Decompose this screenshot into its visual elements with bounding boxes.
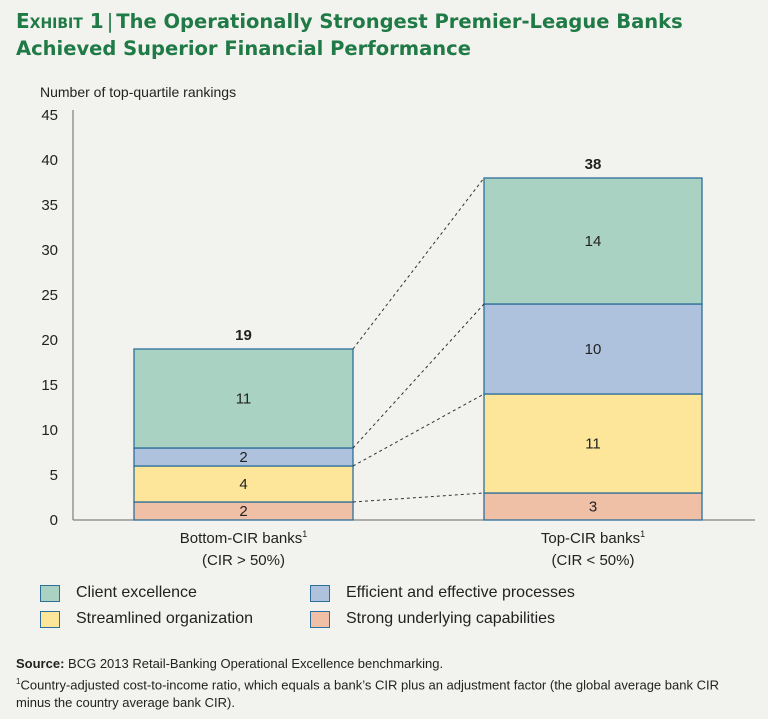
legend-swatch-organization [40,610,60,628]
y-axis-title: Number of top-quartile rankings [40,84,236,100]
x-category-sublabel: (CIR < 50%) [552,552,635,569]
source-notes: Source: BCG 2013 Retail-Banking Operatio… [16,655,756,712]
title-separator: | [106,10,114,33]
segment-value-label: 14 [585,233,602,250]
legend-item-organization: Streamlined organization [40,610,253,628]
legend-label-processes: Efficient and effective processes [346,584,575,601]
bar-segment-organization [483,393,703,494]
connector-line [352,393,485,467]
legend-swatch-capabilities [310,610,330,628]
bar-segment-processes [483,303,703,395]
segment-value-label: 3 [589,499,597,516]
y-tick-label: 35 [41,197,58,214]
source-text: BCG 2013 Retail-Banking Operational Exce… [68,656,444,671]
x-category-label: Bottom-CIR banks1 [180,529,308,547]
connector-line [352,177,485,350]
legend-swatch-processes [310,584,330,602]
y-tick-label: 25 [41,287,58,304]
chart-legend: Client excellence Efficient and effectiv… [40,584,740,632]
x-category-sublabel: (CIR > 50%) [202,552,285,569]
segment-value-label: 11 [585,436,601,453]
segment-value-label: 2 [239,449,247,466]
connector-line [352,492,485,503]
bar-segment-capabilities [483,492,703,521]
bar-segment-client [483,177,703,305]
y-tick-label: 40 [41,152,58,169]
bar-total-label: 19 [235,327,252,344]
exhibit-title: Exhibit 1 | The Operationally Strongest Pr… [16,8,756,62]
legend-label-client: Client excellence [76,584,197,601]
footnote-line: 1Country-adjusted cost-to-income ratio, … [16,673,756,712]
segment-value-label: 2 [239,503,247,520]
y-tick-label: 5 [50,467,58,484]
legend-label-organization: Streamlined organization [76,610,253,627]
legend-item-client: Client excellence [40,584,197,602]
y-tick-label: 20 [41,332,58,349]
y-tick-label: 45 [41,107,58,124]
legend-item-capabilities: Strong underlying capabilities [310,610,555,628]
y-tick-label: 15 [41,377,58,394]
legend-item-processes: Efficient and effective processes [310,584,575,602]
connector-line [352,303,485,449]
y-tick-label: 0 [50,512,58,529]
footnote-mark: 1 [16,677,21,686]
legend-swatch-client [40,584,60,602]
bar-segment-organization [133,465,354,503]
segment-value-label: 10 [585,341,602,358]
exhibit-number: Exhibit 1 [16,9,104,33]
source-line: Source: BCG 2013 Retail-Banking Operatio… [16,655,756,673]
legend-label-capabilities: Strong underlying capabilities [346,610,556,627]
segment-value-label: 4 [239,476,247,493]
y-tick-label: 10 [41,422,58,439]
y-tick-label: 30 [41,242,58,259]
segment-value-label: 11 [236,391,252,408]
bar-segment-client [133,348,354,449]
stacked-bar-chart: Number of top-quartile rankings 0 5 10 15 20 2… [40,84,755,569]
source-label: Source: [16,656,65,671]
bar-total-label: 38 [585,156,602,173]
footnote-text: Country-adjusted cost-to-income ratio, w… [16,677,719,711]
exhibit-title-text: The Operationally Strongest Premier-Leag… [16,10,683,60]
x-category-label: Top-CIR banks1 [541,529,645,547]
